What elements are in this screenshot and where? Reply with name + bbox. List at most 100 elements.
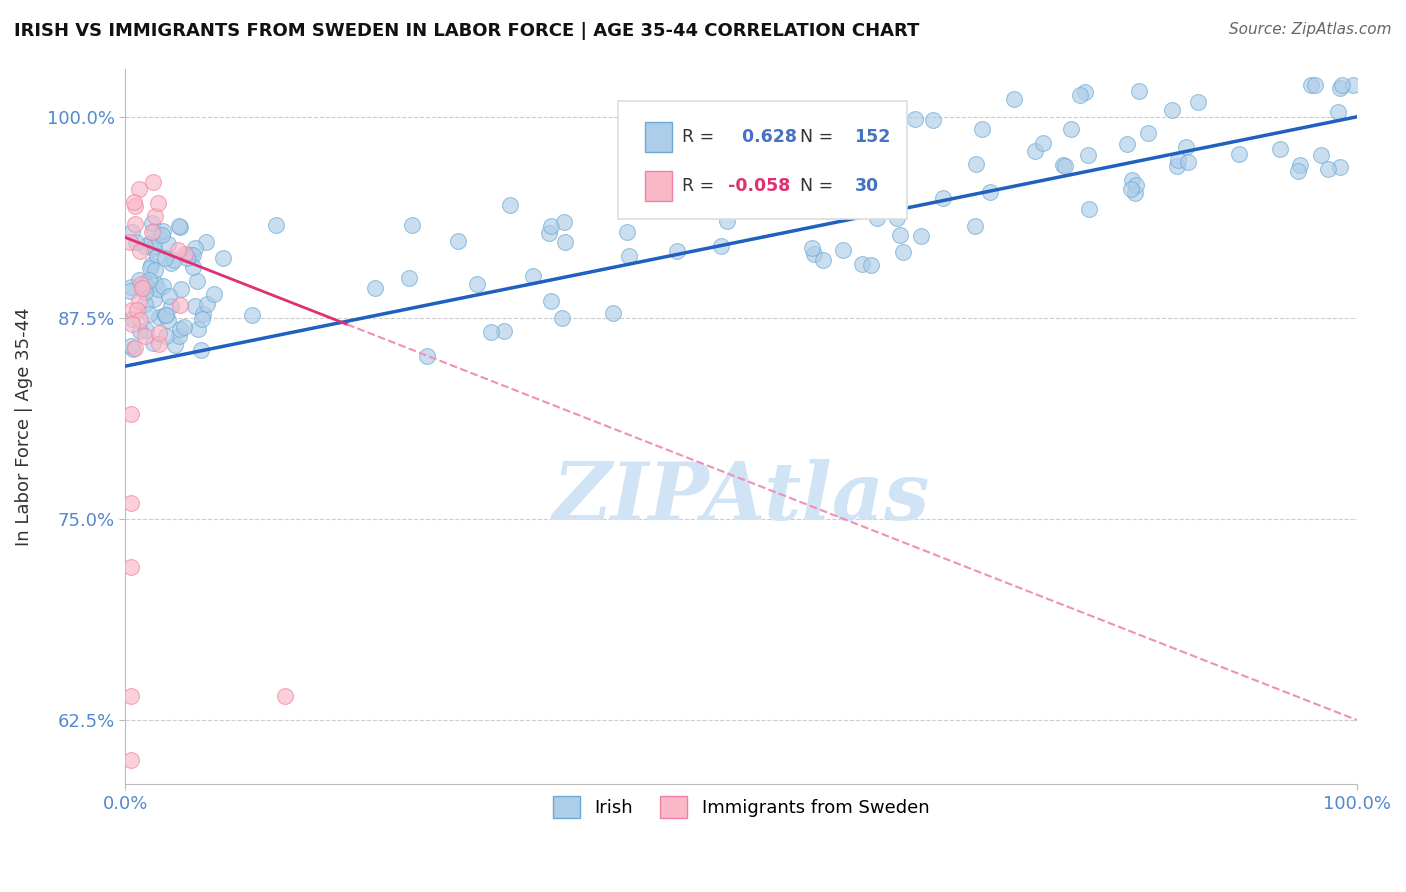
Point [242,308,264,322]
Point [1125,178,1147,192]
Point [1123,186,1146,201]
Point [866,211,889,225]
Point [121,226,143,240]
Point [118,235,141,249]
Point [364,280,387,294]
Point [190,343,212,357]
Point [1303,78,1326,92]
Point [710,239,733,253]
Point [121,303,143,318]
Point [121,318,143,332]
Point [169,298,191,312]
Point [447,235,470,249]
Point [1074,85,1097,99]
Y-axis label: In Labor Force | Age 35-44: In Labor Force | Age 35-44 [15,307,32,546]
Text: R =: R = [682,128,720,146]
Text: R =: R = [682,177,720,195]
Point [187,322,209,336]
Point [143,209,166,223]
Point [803,246,825,260]
Point [212,251,235,265]
Point [264,219,287,233]
Point [970,122,993,136]
Point [120,284,142,298]
Point [274,689,297,703]
Point [173,320,195,334]
Point [1286,164,1309,178]
Point [1024,144,1046,158]
Point [138,260,160,275]
Text: 152: 152 [855,128,891,146]
Point [124,218,146,232]
Point [121,689,143,703]
Text: 30: 30 [855,177,879,195]
Point [134,277,156,291]
Point [859,258,882,272]
Point [1327,105,1350,120]
Point [963,219,986,233]
Bar [645,171,672,201]
Point [183,260,205,274]
Point [191,307,214,321]
Point [1289,157,1312,171]
Point [159,299,181,313]
Point [142,336,165,351]
Point [195,235,218,249]
Point [1078,202,1101,216]
Point [163,338,186,352]
Point [665,244,688,259]
Point [1330,78,1353,92]
Point [176,252,198,266]
Point [129,324,152,338]
Point [1310,148,1333,162]
Point [163,253,186,268]
Point [851,257,873,271]
Point [120,339,142,353]
Point [551,311,574,326]
Point [195,296,218,310]
Text: ZIPAtlas: ZIPAtlas [553,459,929,537]
Point [142,241,165,255]
Point [1177,154,1199,169]
Point [143,276,166,290]
Point [155,308,177,322]
Point [1060,122,1083,136]
Text: Source: ZipAtlas.com: Source: ZipAtlas.com [1229,22,1392,37]
Point [159,256,181,270]
Point [121,560,143,574]
Point [538,226,561,240]
Point [128,273,150,287]
Point [869,191,891,205]
Point [540,293,562,308]
Point [415,349,437,363]
Point [191,312,214,326]
Point [1227,147,1250,161]
Point [832,243,855,257]
Point [131,281,153,295]
Point [921,113,943,128]
Point [1054,159,1077,173]
Point [1121,182,1143,196]
Point [125,235,148,249]
Point [148,228,170,243]
Text: N =: N = [789,128,839,146]
Point [479,325,502,339]
Point [891,245,914,260]
Point [1002,91,1025,105]
Point [619,249,641,263]
Point [152,224,174,238]
Point [553,215,575,229]
Point [1301,78,1323,92]
Point [152,278,174,293]
Point [1341,78,1364,92]
Point [904,112,927,127]
Point [134,285,156,300]
Point [180,248,202,262]
Point [1128,84,1150,98]
Point [122,342,145,356]
Point [1317,162,1340,177]
Point [1175,139,1198,153]
Point [1268,142,1291,156]
Point [124,341,146,355]
Point [121,408,143,422]
